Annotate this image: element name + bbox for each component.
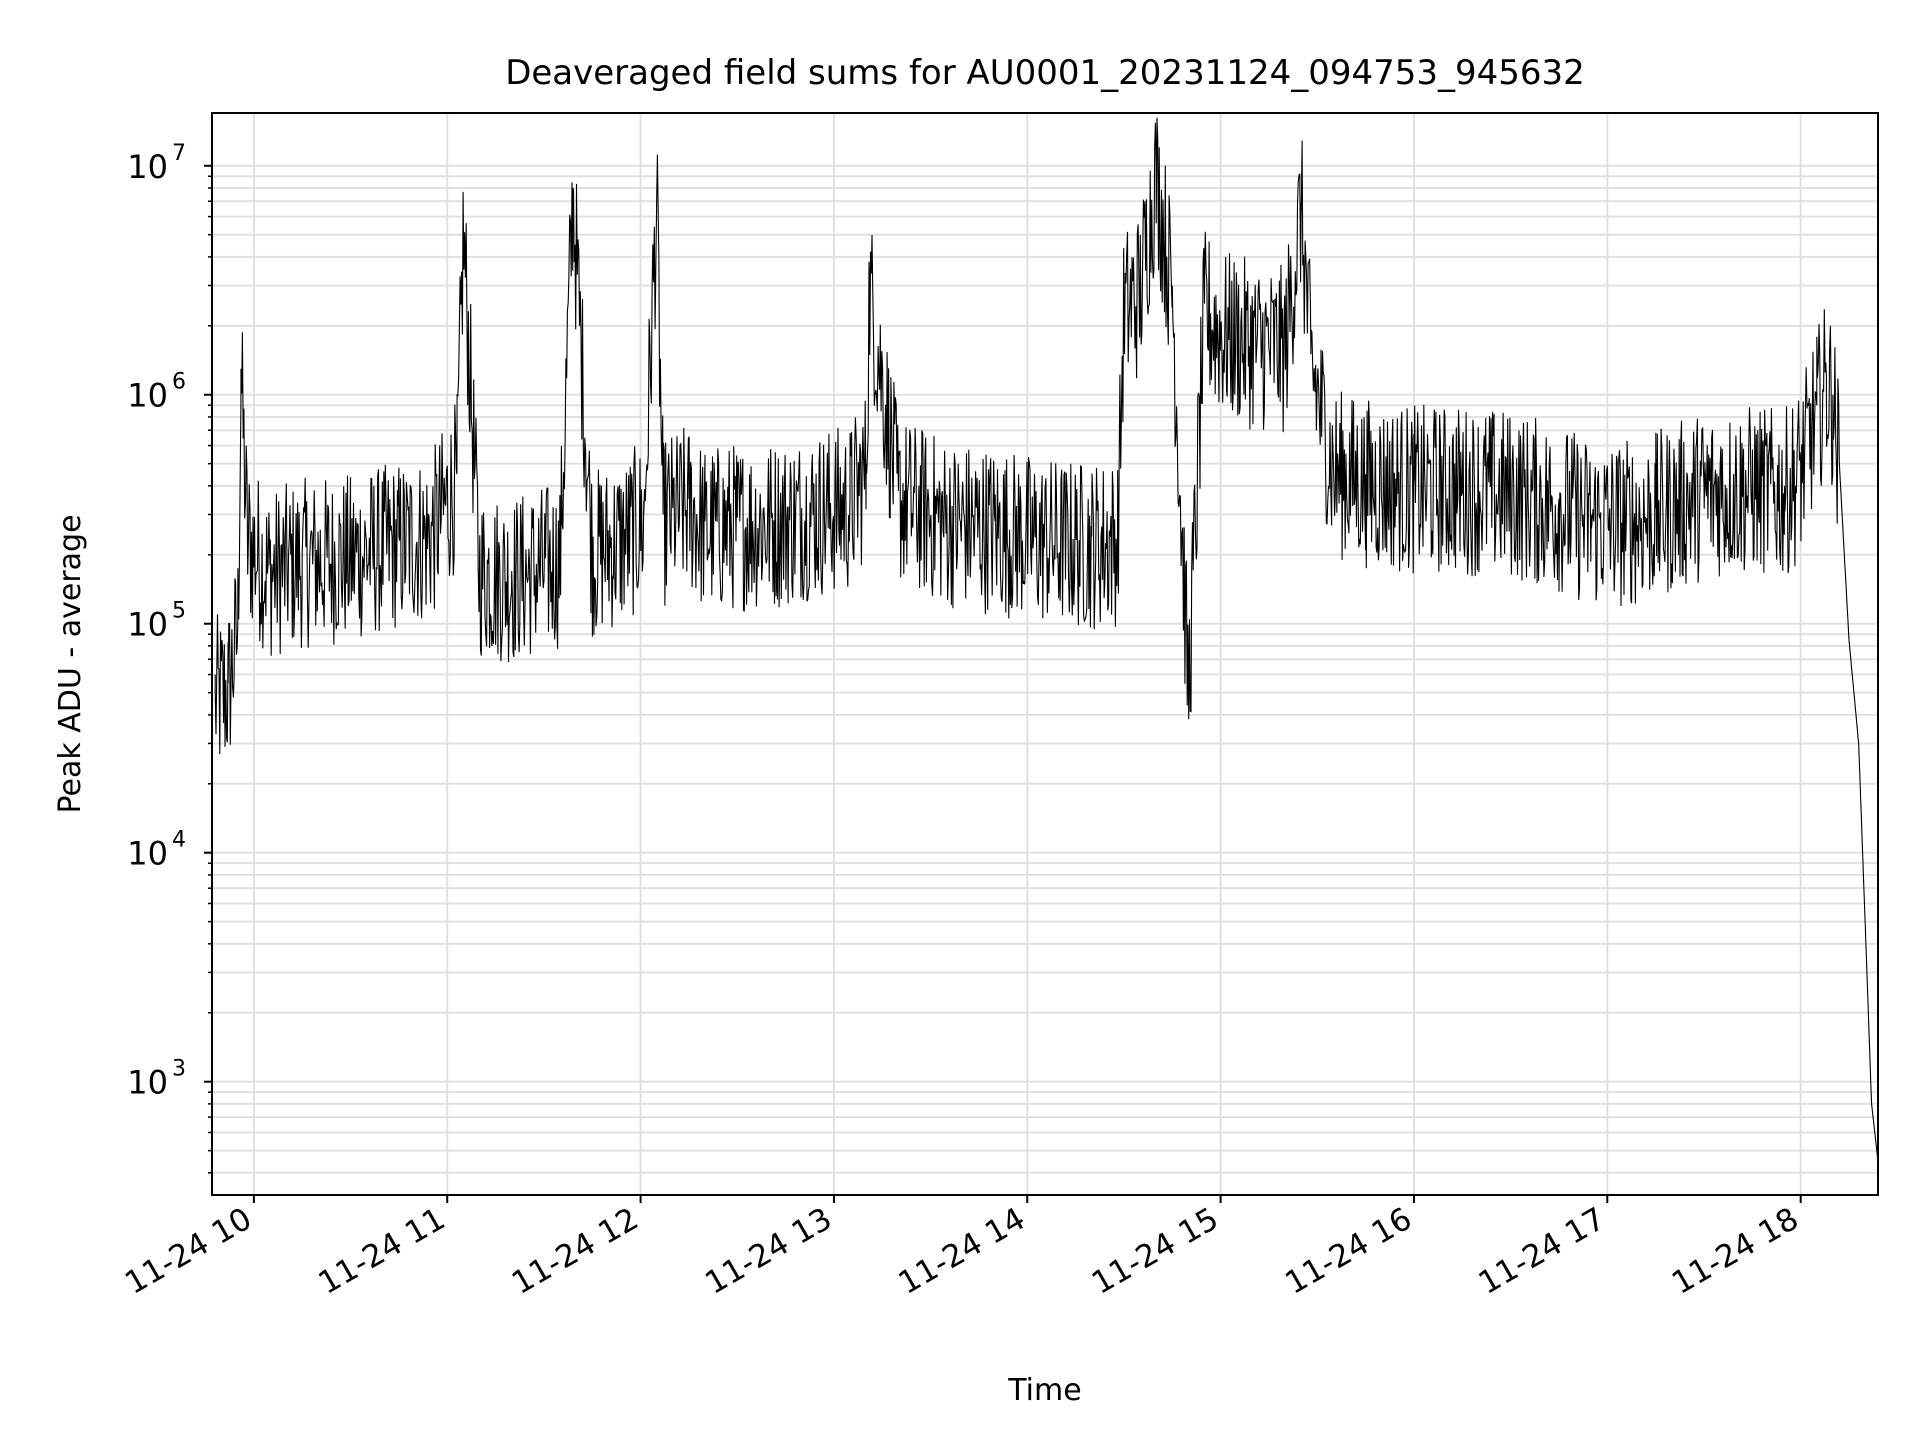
x-tick-label: 11-24 15 [1086, 1201, 1225, 1302]
x-tick-label: 11-24 11 [313, 1201, 452, 1302]
x-axis-label: Time [1007, 1373, 1081, 1408]
y-tick-base: 10 [127, 377, 168, 415]
series-line [214, 117, 1879, 1162]
y-tick-label: 10 [127, 835, 168, 873]
x-tick-label: 11-24 17 [1473, 1201, 1612, 1302]
y-tick-label: 10 [127, 377, 168, 415]
y-tick-base: 10 [127, 148, 168, 186]
y-tick-exponent: 4 [172, 828, 186, 853]
x-tick-label: 11-24 13 [699, 1201, 838, 1302]
y-tick-base: 10 [127, 835, 168, 873]
x-tick-label: 11-24 12 [506, 1201, 645, 1302]
y-axis-label: Peak ADU - average [53, 514, 88, 813]
y-tick-exponent: 3 [172, 1057, 186, 1082]
plot-area [214, 117, 1879, 1162]
x-tick-label: 11-24 18 [1666, 1201, 1805, 1302]
grid [212, 113, 1878, 1195]
chart-title: Deaveraged field sums for AU0001_2023112… [505, 53, 1585, 93]
y-tick-base: 10 [127, 606, 168, 644]
y-tick-label: 10 [127, 606, 168, 644]
y-tick-exponent: 5 [172, 599, 186, 624]
y-tick-base: 10 [127, 1064, 168, 1102]
x-axis: 11-24 10 11-24 11 11-24 12 11-24 13 11-24 14… [119, 1195, 1805, 1302]
y-tick-exponent: 7 [172, 141, 186, 166]
x-tick-label: 11-24 10 [119, 1201, 258, 1302]
x-tick-label: 11-24 16 [1279, 1201, 1418, 1302]
y-tick-label: 10 [127, 148, 168, 186]
y-tick-label: 10 [127, 1064, 168, 1102]
plot-frame [211, 112, 1879, 1196]
y-tick-exponent: 6 [172, 370, 186, 395]
x-tick-label: 11-24 14 [893, 1201, 1032, 1302]
